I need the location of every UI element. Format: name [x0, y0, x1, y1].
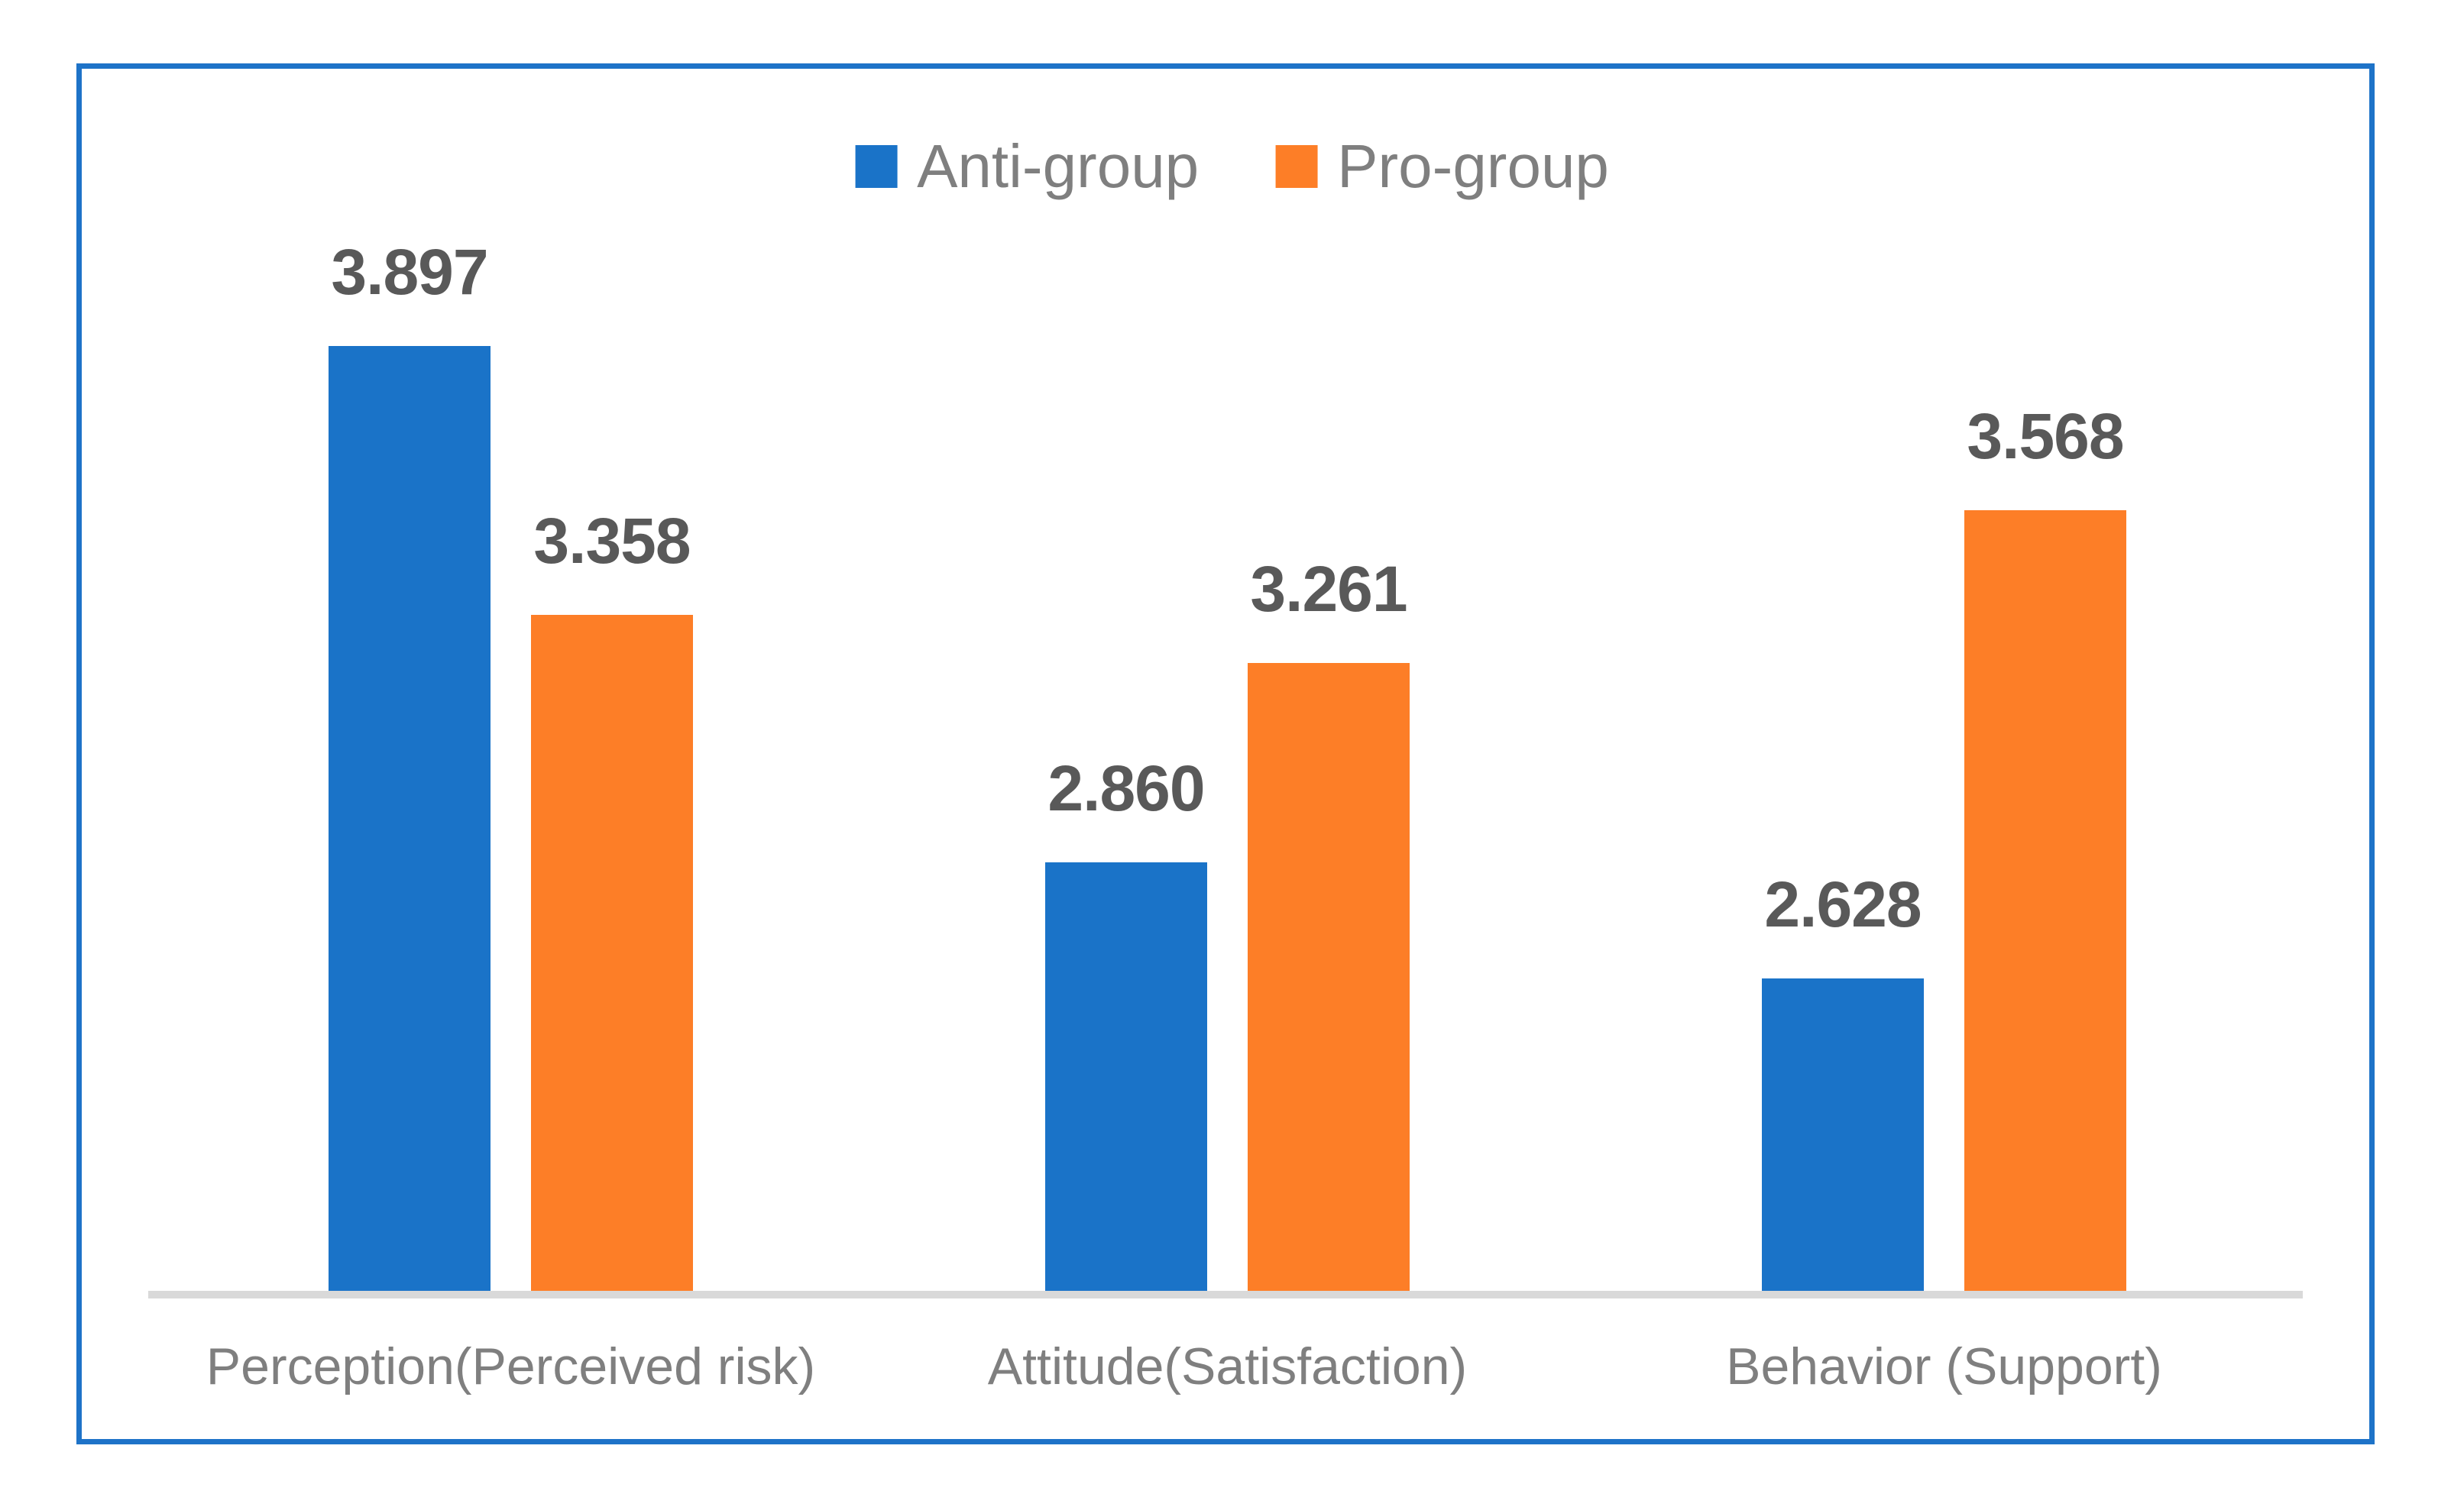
bar-anti-group-attitude-satisfaction	[1045, 862, 1207, 1291]
value-label-anti-group-attitude-satisfaction: 2.860	[1047, 752, 1205, 824]
bar-pro-group-perception-perceived-risk	[531, 615, 693, 1291]
x-axis-line	[148, 1291, 2303, 1298]
legend-label-anti-group: Anti-group	[917, 132, 1200, 200]
bar-pro-group-behavior-support	[1964, 510, 2126, 1291]
category-label-attitude-satisfaction: Attitude(Satisfaction)	[987, 1337, 1468, 1395]
legend: Anti-group Pro-group	[855, 136, 1609, 197]
legend-swatch-anti-group-icon	[855, 145, 898, 188]
bar-anti-group-perception-perceived-risk	[329, 346, 491, 1291]
value-label-pro-group-perception-perceived-risk: 3.358	[533, 505, 691, 577]
legend-swatch-pro-group-icon	[1275, 145, 1318, 188]
category-label-behavior-support: Behavior (Support)	[1726, 1337, 2162, 1395]
value-label-anti-group-behavior-support: 2.628	[1764, 868, 1922, 940]
value-label-anti-group-perception-perceived-risk: 3.897	[331, 236, 488, 308]
legend-item-pro-group: Pro-group	[1275, 136, 1609, 197]
value-label-pro-group-attitude-satisfaction: 3.261	[1250, 553, 1407, 625]
legend-item-anti-group: Anti-group	[855, 136, 1199, 197]
bar-pro-group-attitude-satisfaction	[1248, 663, 1410, 1291]
bar-anti-group-behavior-support	[1762, 978, 1924, 1291]
legend-label-pro-group: Pro-group	[1337, 132, 1609, 200]
value-label-pro-group-behavior-support: 3.568	[1967, 400, 2124, 472]
category-axis: Perception(Perceived risk) Attitude(Satis…	[0, 1338, 2464, 1407]
category-label-perception-perceived-risk: Perception(Perceived risk)	[206, 1337, 816, 1395]
